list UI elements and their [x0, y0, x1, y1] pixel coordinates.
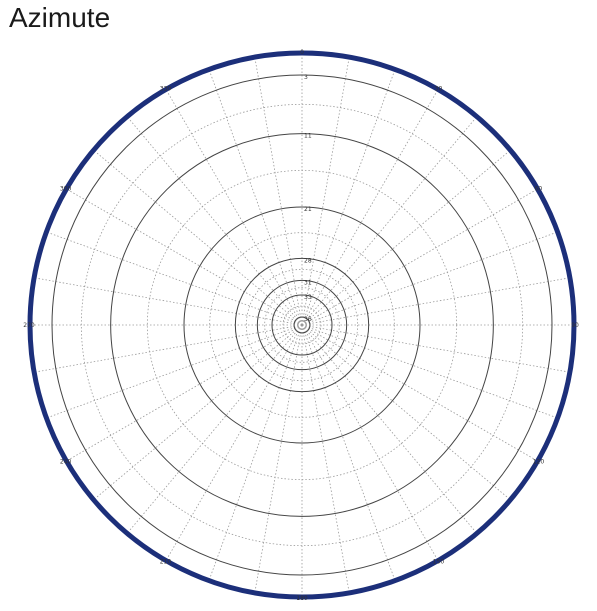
ring-11: [110, 133, 494, 517]
outer-ring: [27, 50, 577, 600]
angle-label-300: 300: [60, 186, 72, 193]
minor-ring-4: [264, 287, 340, 363]
angle-label-30: 30: [435, 86, 443, 93]
outer-ring-layer: [27, 50, 577, 600]
angle-label-120: 120: [533, 459, 545, 466]
spoke-340: [208, 69, 303, 326]
angular-grid-lines: [30, 53, 574, 597]
radial-grid-rings: [51, 74, 553, 576]
spoke-160: [301, 324, 396, 581]
spoke-50: [301, 149, 511, 326]
chart-title: Azimute: [9, 2, 111, 33]
spoke-70: [301, 231, 558, 326]
angle-label-0: 0: [300, 49, 304, 56]
spoke-230: [93, 324, 303, 501]
minor-ring-5: [282, 305, 322, 345]
minor-ring-2: [209, 232, 395, 418]
angle-label-210: 210: [160, 558, 172, 565]
ring-28: [234, 257, 370, 393]
radial-label-36: 36: [304, 316, 312, 323]
spoke-310: [93, 149, 303, 326]
spoke-220: [126, 324, 303, 534]
radial-label-33: 33: [304, 294, 312, 301]
spoke-20: [301, 69, 396, 326]
radial-label-3: 3: [304, 74, 308, 81]
angle-label-60: 60: [535, 186, 543, 193]
spoke-140: [301, 324, 478, 534]
angle-label-240: 240: [60, 459, 72, 466]
spoke-320: [126, 116, 303, 326]
minor-ring-3: [245, 268, 359, 382]
radial-label-11: 11: [304, 133, 312, 140]
ring-36: [293, 316, 311, 334]
minor-ring-0: [80, 103, 524, 547]
spoke-110: [301, 324, 558, 419]
ring-33: [271, 294, 333, 356]
angle-label-90: 90: [571, 322, 579, 329]
radial-label-21: 21: [304, 206, 312, 213]
angle-label-330: 330: [160, 86, 172, 93]
angle-label-150: 150: [433, 558, 445, 565]
radial-label-31: 31: [304, 279, 312, 286]
radial-tick-labels: 3 11 21 28 31 33 36: [304, 74, 312, 323]
spoke-290: [46, 231, 303, 326]
ring-3: [51, 74, 553, 576]
angle-tick-labels: 0 30 60 90 120 150 180 210 240 270 300 330: [23, 49, 579, 602]
angle-label-270: 270: [23, 322, 35, 329]
spoke-200: [208, 324, 303, 581]
spoke-250: [46, 324, 303, 419]
spoke-130: [301, 324, 511, 501]
spoke-40: [301, 116, 478, 326]
angle-label-180: 180: [296, 595, 308, 602]
ring-31: [256, 279, 348, 371]
minor-ring-1: [146, 169, 458, 481]
ring-21: [183, 206, 421, 444]
radial-label-28: 28: [304, 257, 312, 264]
